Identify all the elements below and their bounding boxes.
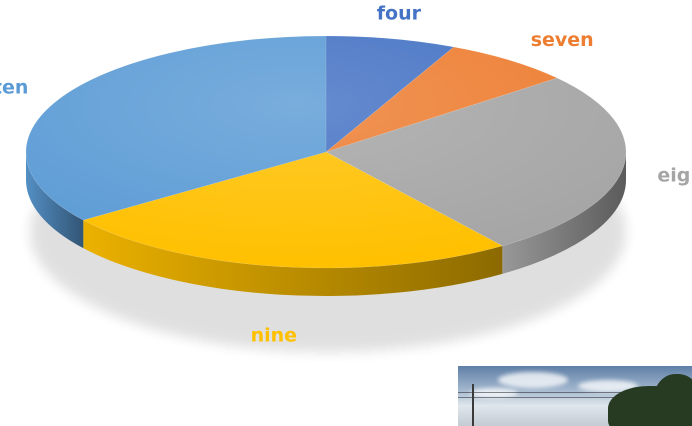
pie-gloss <box>26 36 626 268</box>
label-seven: seven <box>531 29 594 51</box>
pie-side-ten <box>26 152 84 249</box>
label-eight: eight <box>657 164 692 186</box>
pie-side-eight <box>502 152 626 274</box>
label-nine: nine <box>251 325 297 347</box>
pie-sides <box>26 152 626 296</box>
pie-side-nine <box>83 220 503 296</box>
landscape-photo <box>458 366 692 426</box>
label-four: four <box>377 2 422 24</box>
pie-labels: four seven eight nine ten <box>0 2 692 346</box>
label-ten: ten <box>0 77 28 99</box>
